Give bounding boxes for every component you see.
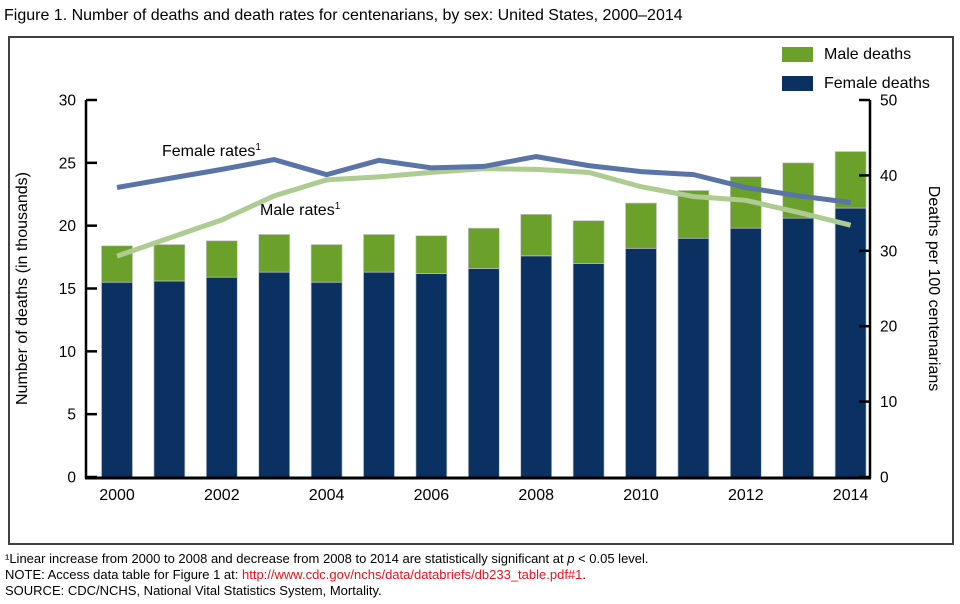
bar-male-2005	[363, 234, 395, 273]
bar-female-2012	[729, 227, 762, 478]
footnotes: ¹Linear increase from 2000 to 2008 and d…	[5, 551, 649, 599]
bar-female-2006	[415, 273, 448, 478]
male-rates-label: Male rates1	[260, 201, 341, 219]
bar-female-2001	[153, 280, 186, 478]
legend-label-male-deaths: Male deaths	[824, 45, 912, 63]
legend: Male deaths Female deaths	[782, 45, 930, 92]
x-axis-tick-label-2014: 2014	[833, 487, 869, 504]
footnote2-tail: .	[582, 567, 587, 582]
right-axis-tick-label-50: 50	[880, 93, 898, 110]
bar-female-2010	[625, 247, 657, 478]
legend-item-female-deaths: Female deaths	[782, 74, 930, 92]
legend-item-male-deaths: Male deaths	[782, 45, 930, 63]
footnote1-tail: < 0.05 level.	[574, 551, 649, 566]
bar-female-2009	[572, 263, 605, 478]
bar-female-2007	[467, 268, 500, 478]
bar-male-2009	[572, 220, 605, 264]
x-axis-tick-label-2002: 2002	[204, 487, 240, 504]
bar-female-2002	[205, 276, 238, 478]
right-axis-tick-label-10: 10	[880, 394, 898, 411]
bar-male-2003	[258, 234, 291, 273]
footnote1-text: ¹Linear increase from 2000 to 2008 and d…	[5, 551, 568, 566]
right-axis-tick-label-40: 40	[880, 168, 898, 185]
x-axis-tick-label-2006: 2006	[414, 487, 450, 504]
right-axis-tick-label-0: 0	[880, 470, 889, 487]
x-axis-tick-label-2000: 2000	[99, 487, 135, 504]
right-axis-tick-label-20: 20	[880, 319, 898, 336]
bar-female-2004	[310, 281, 343, 478]
figure-box: 0 5 10 15 20 25 30 0 10 20 30 40 50 2000 2002 2004 2006 2…	[8, 36, 954, 545]
bar-male-2001	[153, 244, 186, 282]
bar-female-2014	[834, 207, 867, 478]
bar-female-2000	[101, 281, 133, 478]
left-axis-title: Number of deaths (in thousands)	[14, 172, 31, 405]
left-axis-tick-label-25: 25	[59, 155, 76, 172]
left-axis-tick-label-0: 0	[67, 470, 76, 487]
bar-male-2007	[467, 227, 500, 269]
chart-canvas: 0 5 10 15 20 25 30 0 10 20 30 40 50 2000 2002 2004 2006 2…	[14, 93, 942, 505]
right-axis-tick-label-30: 30	[880, 243, 898, 260]
left-axis-tick-label-10: 10	[59, 344, 77, 361]
footnote-significance: ¹Linear increase from 2000 to 2008 and d…	[5, 551, 649, 567]
bar-male-2006	[415, 235, 448, 274]
bar-female-2003	[258, 271, 291, 478]
bar-female-2008	[520, 255, 553, 478]
left-axis-tick-label-5: 5	[67, 407, 76, 424]
left-axis-tick-label-30: 30	[59, 93, 77, 110]
female-rates-label: Female rates1	[162, 142, 261, 160]
bar-male-2014	[834, 151, 867, 209]
bar-male-2008	[520, 214, 553, 257]
x-axis-tick-label-2010: 2010	[623, 487, 659, 504]
bar-female-2013	[782, 217, 815, 478]
bar-male-2010	[625, 202, 657, 249]
footnote1-p: p	[567, 551, 575, 566]
figure-title: Figure 1. Number of deaths and death rat…	[4, 7, 683, 24]
bar-female-2011	[677, 237, 710, 478]
footnote-note: NOTE: Access data table for Figure 1 at:…	[5, 567, 649, 583]
x-axis-tick-label-2008: 2008	[518, 487, 554, 504]
data-table-link[interactable]: http://www.cdc.gov/nchs/data/databriefs/…	[242, 567, 583, 582]
female-deaths-swatch	[782, 76, 813, 91]
bar-male-2004	[310, 244, 343, 283]
x-axis-tick-label-2012: 2012	[728, 487, 764, 504]
left-axis-tick-label-20: 20	[59, 218, 77, 235]
female-rates-line	[116, 154, 851, 205]
male-deaths-swatch	[782, 47, 813, 62]
legend-label-female-deaths: Female deaths	[824, 74, 930, 92]
x-axis-tick-label-2004: 2004	[309, 487, 345, 504]
footnote-source: SOURCE: CDC/NCHS, National Vital Statist…	[5, 583, 382, 598]
bar-female-2005	[363, 271, 395, 478]
right-axis-title: Deaths per 100 centenarians	[925, 186, 942, 391]
bar-male-2002	[205, 240, 238, 278]
footnote2-text: NOTE: Access data table for Figure 1 at:	[5, 567, 242, 582]
left-axis-tick-label-15: 15	[59, 281, 76, 298]
